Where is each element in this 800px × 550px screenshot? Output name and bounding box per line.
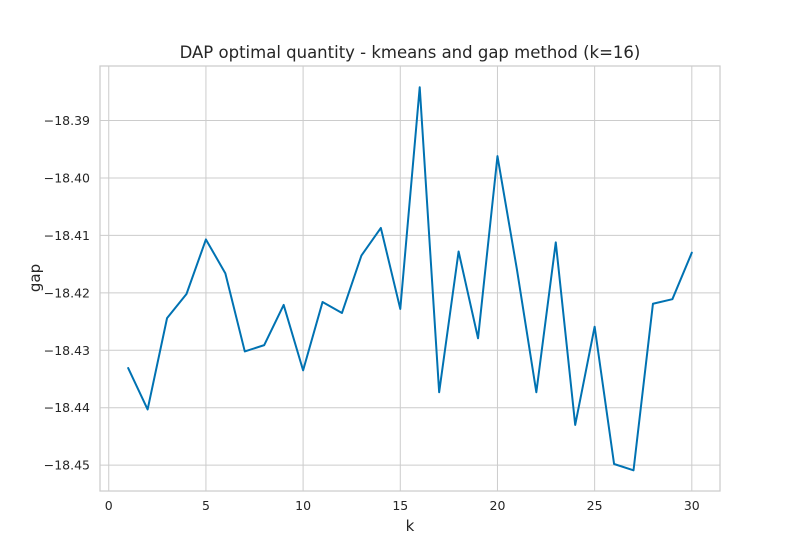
x-tick-label: 10 [295, 498, 311, 513]
x-tick-label: 15 [392, 498, 408, 513]
x-tick-label: 5 [202, 498, 210, 513]
x-tick-label: 20 [490, 498, 506, 513]
grid [100, 66, 720, 491]
x-tick-label: 25 [587, 498, 603, 513]
y-tick-label: −18.41 [44, 228, 90, 243]
y-tick-label: −18.40 [44, 170, 90, 185]
series-layer [127, 86, 693, 472]
y-tick-label: −18.44 [44, 400, 90, 415]
y-tick-label: −18.43 [44, 343, 90, 358]
y-tick-label: −18.39 [44, 113, 90, 128]
x-axis-label: k [406, 517, 415, 535]
plot-frame [99, 65, 721, 492]
tick-labels: 0 5 10 15 20 25 30 −18.39 −18.40 −18.41 −18.42 −18.… [44, 113, 700, 513]
y-tick-label: −18.45 [44, 458, 90, 473]
series-line [127, 86, 693, 472]
x-tick-label: 30 [684, 498, 700, 513]
y-axis-label: gap [26, 264, 44, 292]
y-tick-label: −18.42 [44, 285, 90, 300]
chart-title: DAP optimal quantity - kmeans and gap me… [180, 43, 641, 62]
x-tick-label: 0 [105, 498, 113, 513]
